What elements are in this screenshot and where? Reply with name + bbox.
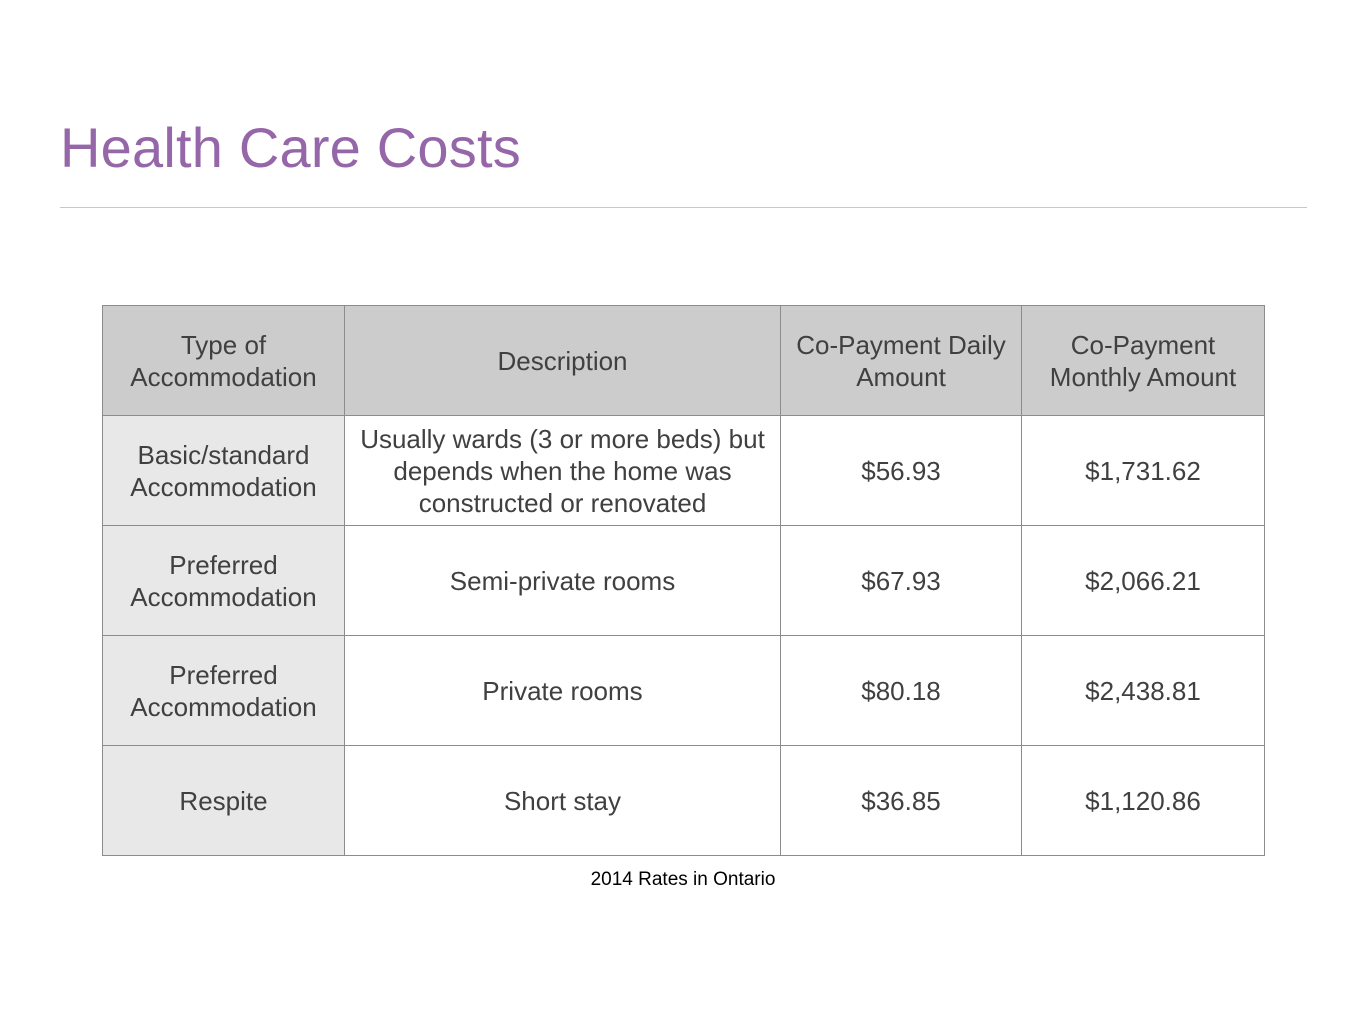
cell-description: Private rooms [344, 635, 781, 746]
table-row: Basic/standard Accommodation Usually war… [102, 415, 1265, 526]
cell-daily: $36.85 [780, 745, 1022, 856]
header-type: Type of Accommodation [102, 305, 345, 416]
table-header-row: Type of Accommodation Description Co-Pay… [102, 305, 1265, 416]
table-caption: 2014 Rates in Ontario [590, 869, 776, 890]
cell-type: Preferred Accommodation [102, 635, 345, 746]
table-row: Preferred Accommodation Semi-private roo… [102, 525, 1265, 636]
cell-monthly: $2,438.81 [1021, 635, 1265, 746]
cell-type: Respite [102, 745, 345, 856]
cell-description: Usually wards (3 or more beds) but depen… [344, 415, 781, 526]
table-row: Respite Short stay $36.85 $1,120.86 [102, 745, 1265, 856]
table-row: Preferred Accommodation Private rooms $8… [102, 635, 1265, 746]
header-monthly-amount: Co-Payment Monthly Amount [1021, 305, 1265, 416]
header-daily-amount: Co-Payment Daily Amount [780, 305, 1022, 416]
slide-title: Health Care Costs [60, 116, 521, 179]
cell-type: Preferred Accommodation [102, 525, 345, 636]
cell-daily: $56.93 [780, 415, 1022, 526]
title-divider [60, 207, 1307, 208]
cell-description: Semi-private rooms [344, 525, 781, 636]
costs-table: Type of Accommodation Description Co-Pay… [102, 305, 1265, 856]
cell-monthly: $2,066.21 [1021, 525, 1265, 636]
cell-monthly: $1,120.86 [1021, 745, 1265, 856]
cell-type: Basic/standard Accommodation [102, 415, 345, 526]
header-description: Description [344, 305, 781, 416]
cell-description: Short stay [344, 745, 781, 856]
cell-daily: $80.18 [780, 635, 1022, 746]
cell-daily: $67.93 [780, 525, 1022, 636]
cell-monthly: $1,731.62 [1021, 415, 1265, 526]
